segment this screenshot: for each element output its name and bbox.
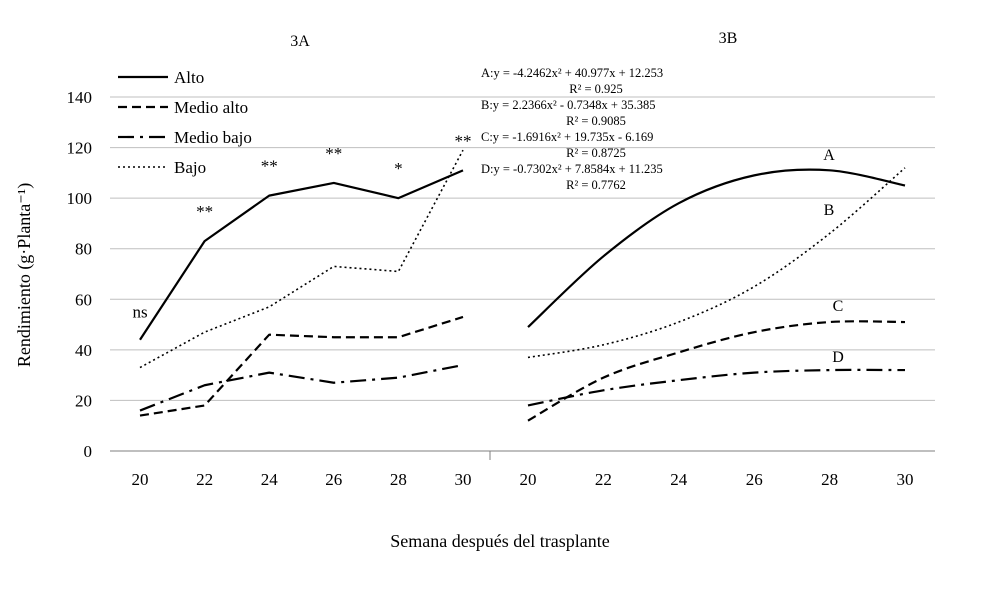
significance-marker: * xyxy=(394,159,403,178)
r2-text: R² = 0.925 xyxy=(569,82,623,96)
x-tick-label: 30 xyxy=(897,470,914,489)
panel-title-3b: 3B xyxy=(719,30,738,47)
legend-entry: Medio bajo xyxy=(174,128,252,147)
curve-label: D xyxy=(832,349,844,366)
r2-text: R² = 0.9085 xyxy=(566,114,626,128)
y-tick-label: 60 xyxy=(75,290,92,309)
series-lines xyxy=(139,149,906,422)
x-tick-label: 22 xyxy=(196,470,213,489)
x-axis-label: Semana después del trasplante xyxy=(390,531,609,551)
equation-text: C:y = -1.6916x² + 19.735x - 6.169 xyxy=(481,130,653,144)
x-tick-label: 22 xyxy=(595,470,612,489)
y-tick-label: 80 xyxy=(75,240,92,259)
y-tick-label: 0 xyxy=(84,442,93,461)
curve-label: B xyxy=(824,202,835,219)
y-tick-label: 140 xyxy=(67,88,93,107)
series-line-medio-alto xyxy=(139,315,464,417)
y-tick-label: 20 xyxy=(75,391,92,410)
legend-entry: Bajo xyxy=(174,158,206,177)
y-tick-label: 100 xyxy=(67,189,93,208)
x-tick-label: 28 xyxy=(821,470,838,489)
y-axis-label: Rendimiento (g·Planta⁻¹) xyxy=(14,183,35,367)
series-line-alto xyxy=(139,169,464,341)
series-line-medio-bajo xyxy=(139,363,464,412)
r2-text: R² = 0.7762 xyxy=(566,178,626,192)
x-tick-label: 28 xyxy=(390,470,407,489)
regression-equations: A:y = -4.2462x² + 40.977x + 12.253 R² = 0… xyxy=(481,66,663,192)
x-tick-label: 20 xyxy=(520,470,537,489)
x-tick-label: 24 xyxy=(261,470,279,489)
panel-title-3a: 3A xyxy=(290,33,310,50)
x-tick-label: 30 xyxy=(455,470,472,489)
legend: Alto Medio alto Medio bajo Bajo xyxy=(118,68,252,177)
x-tick-label: 26 xyxy=(325,470,342,489)
x-tick-label: 26 xyxy=(746,470,763,489)
significance-marker: ns xyxy=(132,303,147,322)
significance-marker: ** xyxy=(261,157,278,176)
y-tick-label: 120 xyxy=(67,139,93,158)
significance-marker: ** xyxy=(196,202,213,221)
equation-text: A:y = -4.2462x² + 40.977x + 12.253 xyxy=(481,66,663,80)
tick-labels: 0 20 40 60 80 100 120 140 20 22 24 26 28 30 20 22 24 26 28… xyxy=(67,88,914,489)
x-tick-label: 20 xyxy=(132,470,149,489)
curve-label: C xyxy=(833,298,844,315)
equation-text: D:y = -0.7302x² + 7.8584x + 11.235 xyxy=(481,162,663,176)
series-curve-c xyxy=(527,320,906,422)
curve-label: A xyxy=(823,147,835,164)
gridlines xyxy=(110,96,935,401)
x-tick-label: 24 xyxy=(670,470,688,489)
series-curve-b xyxy=(527,167,906,359)
equation-text: B:y = 2.2366x² - 0.7348x + 35.385 xyxy=(481,98,655,112)
significance-marker: ** xyxy=(325,144,342,163)
legend-entry: Alto xyxy=(174,68,204,87)
significance-marker: ** xyxy=(455,131,472,150)
y-tick-label: 40 xyxy=(75,341,92,360)
series-curve-a xyxy=(527,168,906,328)
r2-text: R² = 0.8725 xyxy=(566,146,626,160)
legend-entry: Medio alto xyxy=(174,98,248,117)
axes xyxy=(110,450,935,460)
series-curve-d xyxy=(527,368,906,407)
series-line-bajo xyxy=(139,149,464,369)
